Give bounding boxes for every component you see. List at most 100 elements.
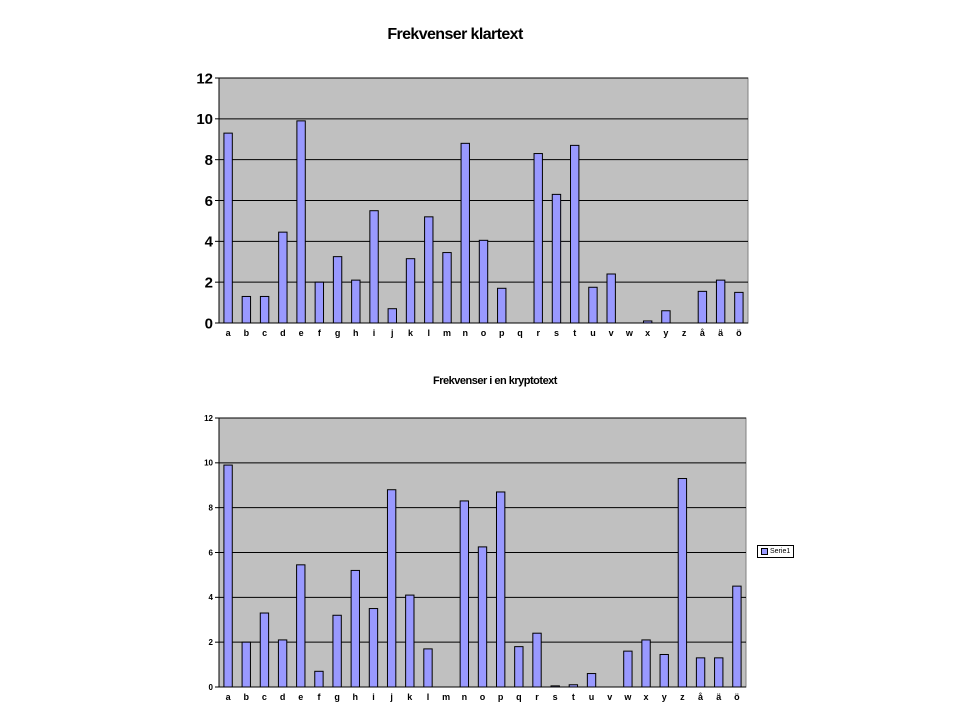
chart2-x-tick-label: p <box>498 692 504 702</box>
chart2-x-tick-label: w <box>623 692 632 702</box>
chart1-bar-k <box>405 258 416 324</box>
chart1-x-tick-label: q <box>517 328 523 338</box>
chart1-bar-c <box>259 295 270 324</box>
chart1-bar-g <box>332 256 343 324</box>
chart2-bar-y <box>659 653 669 688</box>
chart1-y-tick-label: 0 <box>205 315 213 332</box>
chart2-x-tick-label: x <box>644 692 649 702</box>
chart2-x-tick-label: a <box>226 692 232 702</box>
chart1-bar-a <box>223 132 233 324</box>
chart1-x-tick-label: y <box>663 328 668 338</box>
chart2-bar-ä <box>714 657 724 688</box>
chart2-bar-p <box>495 491 506 688</box>
chart1-x-tick-label: i <box>373 328 376 338</box>
chart1-x-tick-label: k <box>408 328 414 338</box>
chart2-x-tick-label: d <box>280 692 286 702</box>
chart1-x-tick-label: s <box>554 328 559 338</box>
chart2-x-tick-label: s <box>553 692 558 702</box>
chart2-bar-b <box>241 641 251 688</box>
chart1-x-tick-label: z <box>682 328 687 338</box>
chart2-x-tick-label: i <box>372 692 375 702</box>
chart1-bar-r <box>533 153 543 324</box>
chart2-x-tick-label: ö <box>734 692 740 702</box>
chart1-bar-u <box>588 286 598 324</box>
chart2-x-tick-label: t <box>572 692 575 702</box>
chart1-x-tick-label: d <box>280 328 286 338</box>
chart1-x-tick-label: c <box>262 328 267 338</box>
chart2-x-tick-label: n <box>462 692 468 702</box>
chart1-x-tick-label: e <box>299 328 304 338</box>
chart2-bar-l <box>423 648 433 688</box>
chart1-x-tick-label: j <box>390 328 394 338</box>
chart2-x-tick-label: f <box>317 692 321 702</box>
chart1-bar-f <box>314 281 325 324</box>
chart1-x-tick-label: å <box>700 328 706 338</box>
chart2-bar-i <box>368 608 379 688</box>
chart2-x-tick-label: z <box>680 692 685 702</box>
chart1-bar-b <box>241 295 252 324</box>
chart2-x-tick-label: e <box>298 692 303 702</box>
chart1-x-tick-label: h <box>353 328 359 338</box>
chart1-bar-i <box>369 210 379 324</box>
chart1-x-tick-label: w <box>625 328 634 338</box>
chart2-y-tick-label: 12 <box>204 414 213 423</box>
chart1-bar-ö <box>734 291 744 324</box>
chart1-bar-e <box>296 120 306 324</box>
chart2-bar-r <box>532 632 542 688</box>
chart2-bar-ö <box>732 585 742 688</box>
chart1-x-tick-label: f <box>318 328 322 338</box>
chart1-x-tick-label: o <box>481 328 487 338</box>
chart2-x-tick-label: m <box>442 692 450 702</box>
chart1-x-tick-label: ö <box>736 328 742 338</box>
chart1-x-tick-label: l <box>428 328 431 338</box>
chart1-bar-n <box>460 142 470 324</box>
legend: Serie1 <box>757 545 794 558</box>
chart1-bar-h <box>351 279 361 324</box>
chart1-bar-p <box>497 287 507 324</box>
chart2-bar-w <box>623 650 633 688</box>
chart1-bar-t <box>570 144 580 324</box>
chart2-bar-x <box>641 639 651 688</box>
chart-plaintext-frequencies: 0 2 4 6 8 10 12 a b c d e f g h i j k l m n o p q r s t u v w x y z å ä ö <box>196 70 749 338</box>
chart1-y-tick-label: 8 <box>205 152 213 169</box>
chart1-x-tick-label: p <box>499 328 505 338</box>
chart2-bar-e <box>296 564 306 688</box>
chart1-y-tick-label: 4 <box>205 234 214 251</box>
chart2-bar-z <box>677 478 688 688</box>
chart1-y-tick-label: 2 <box>205 274 213 291</box>
chart-ciphertext-frequencies: 0 2 4 6 8 10 12 a b c d e f g h i j k l m n o p q r s t u v w x y z å ä ö <box>204 414 747 702</box>
chart1-x-tick-label: t <box>573 328 576 338</box>
chart2-bar-q <box>514 646 524 688</box>
chart1-bar-x <box>642 320 653 324</box>
chart2-bar-å <box>695 657 706 688</box>
chart1-bar-j <box>387 308 397 324</box>
chart2-x-tick-label: b <box>244 692 250 702</box>
chart2-bar-h <box>350 569 360 688</box>
chart2-x-tick-label: y <box>662 692 667 702</box>
chart1-bar-ä <box>715 279 726 324</box>
chart2-x-tick-label: k <box>407 692 413 702</box>
chart2-x-tick-label: o <box>480 692 486 702</box>
chart2-y-tick-label: 4 <box>209 593 214 602</box>
chart2-bar-u <box>586 673 597 688</box>
chart2-x-tick-label: j <box>389 692 393 702</box>
chart2-y-tick-label: 0 <box>209 683 214 692</box>
chart1-y-tick-label: 10 <box>196 111 213 128</box>
chart1-y-tick-label: 12 <box>196 70 213 87</box>
chart2-bar-c <box>259 612 270 688</box>
chart2-bar-t <box>568 684 579 688</box>
chart1-x-tick-label: ä <box>718 328 724 338</box>
chart2-bar-d <box>277 639 288 688</box>
chart2-bar-j <box>386 489 397 688</box>
chart2-x-tick-label: å <box>698 692 704 702</box>
chart2-x-tick-label: g <box>334 692 340 702</box>
chart2-y-tick-label: 10 <box>204 459 213 468</box>
chart1-x-tick-label: r <box>536 328 540 338</box>
chart2-y-tick-label: 6 <box>209 548 214 557</box>
chart1-x-tick-label: u <box>590 328 596 338</box>
chart2-bar-g <box>332 614 342 688</box>
chart1-x-tick-label: v <box>609 328 614 338</box>
chart1-bar-y <box>661 310 671 324</box>
chart1-x-tick-label: x <box>645 328 650 338</box>
chart1-x-tick-label: g <box>335 328 341 338</box>
